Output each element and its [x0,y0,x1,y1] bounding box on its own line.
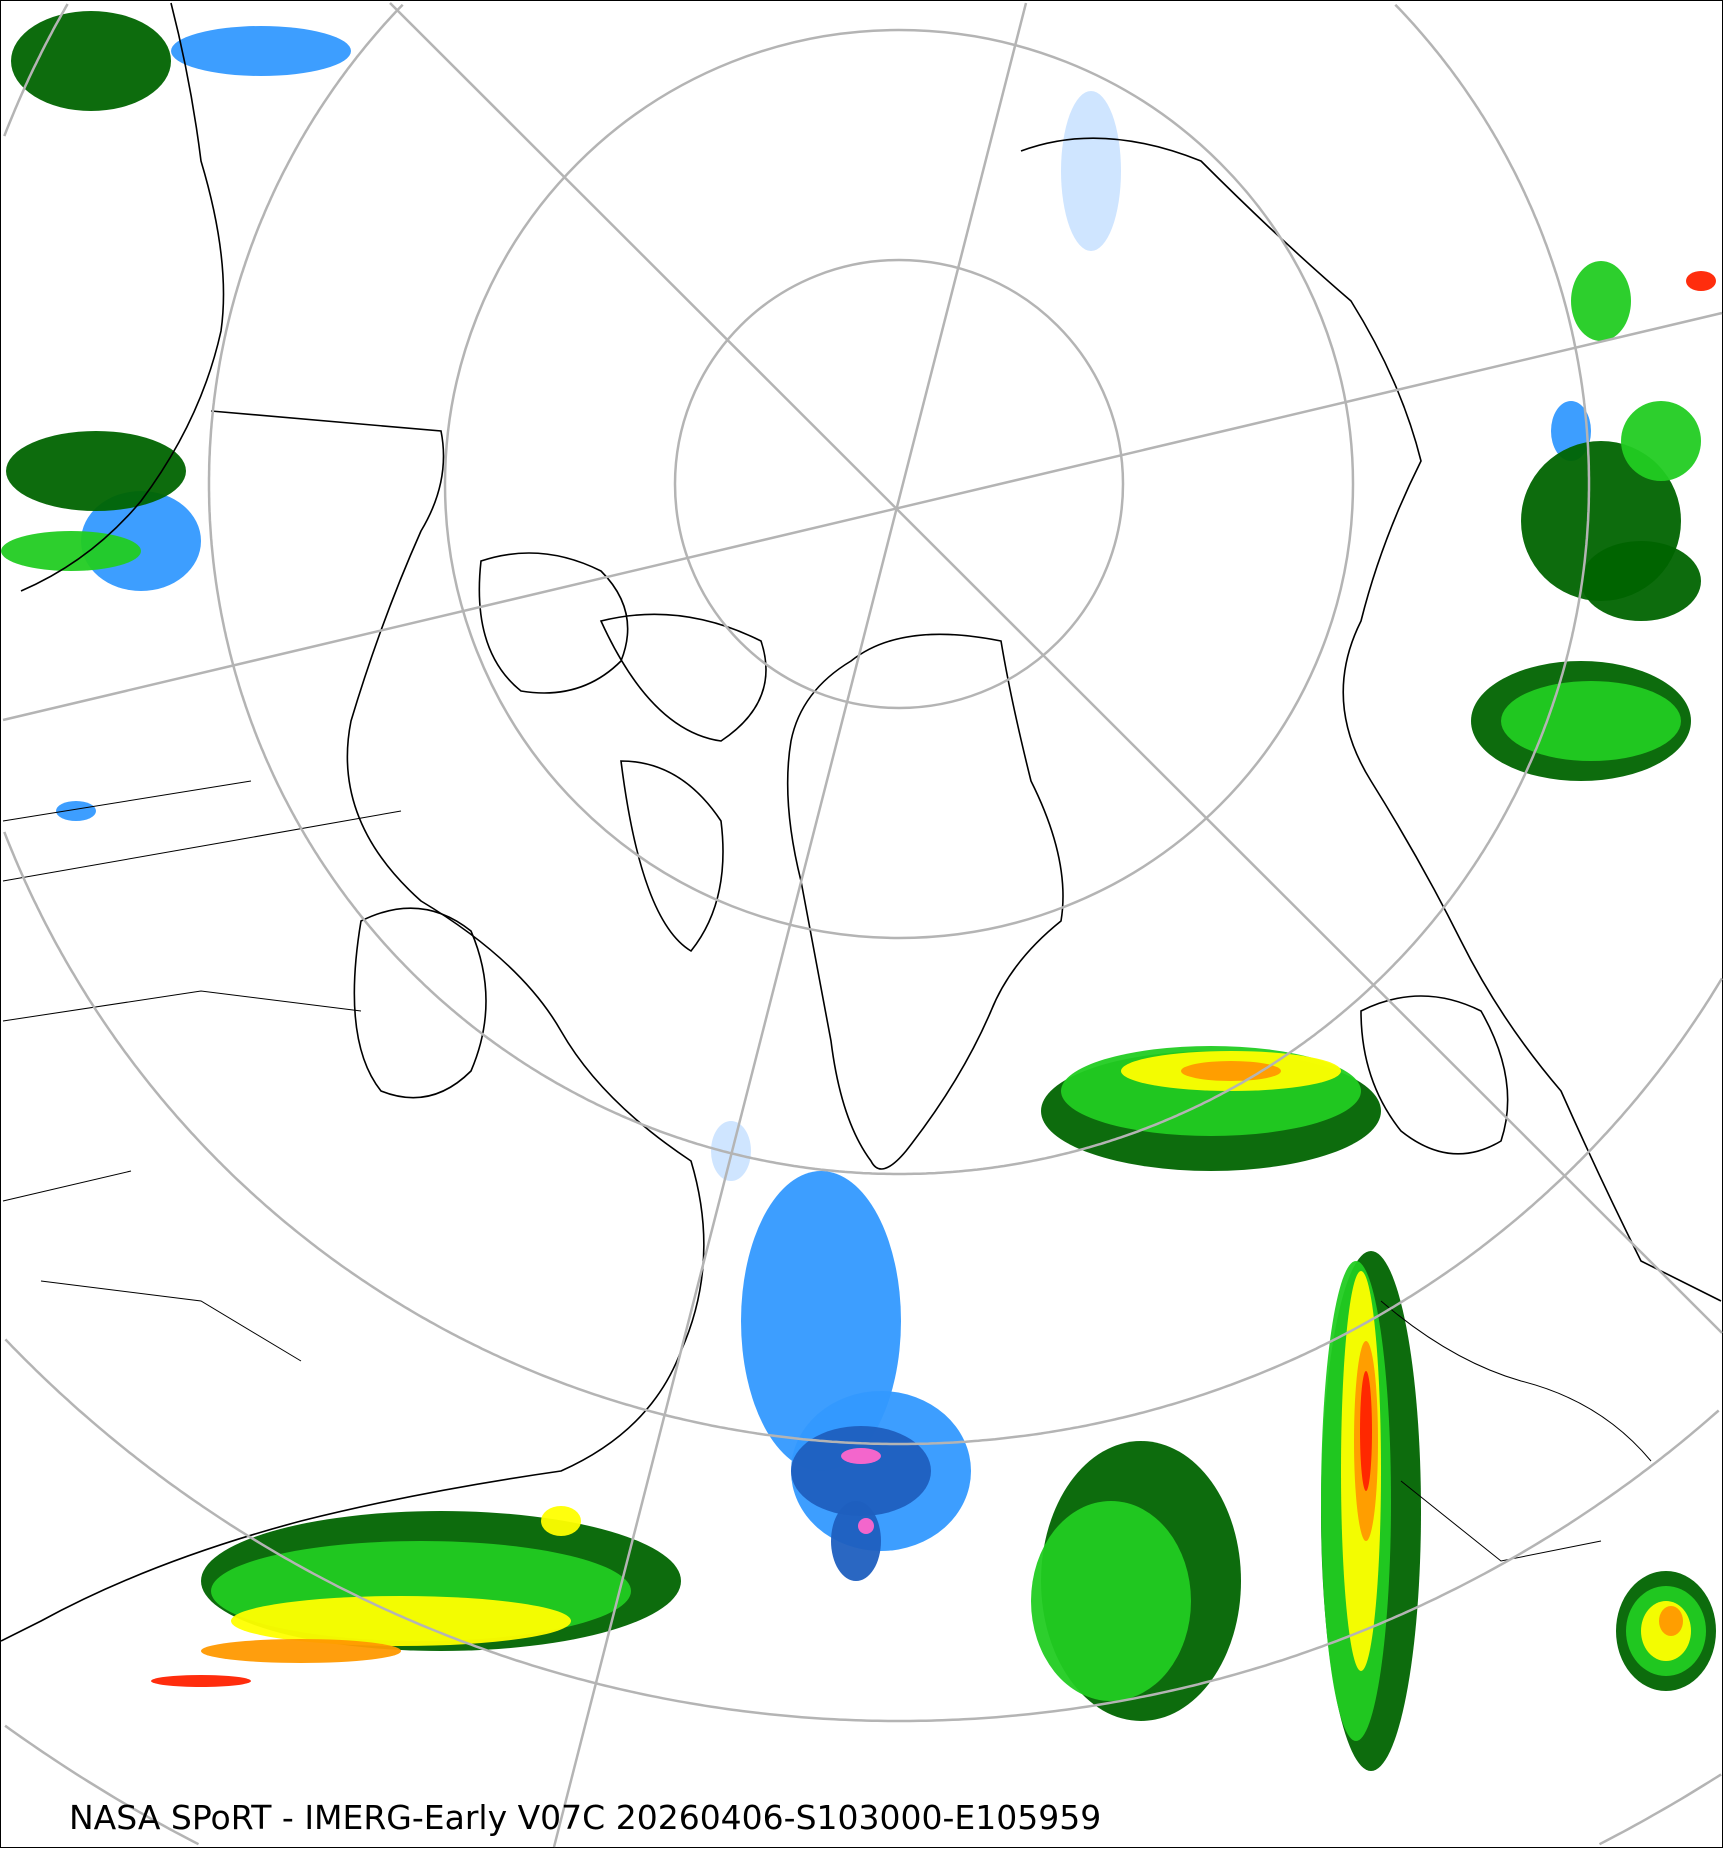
precip-area-dark-green [6,431,186,511]
eurasia-outline [1020,137,1722,1302]
precip-area-dark-blue [791,1426,931,1516]
hudson-bay-outline [353,907,487,1099]
latitude-circle [3,3,1723,1446]
us-state-borders [2,780,402,1362]
precip-area-green [1571,261,1631,341]
precip-area-yellow [541,1506,581,1536]
precip-area-green [1,531,141,571]
latitude-circle [207,3,1591,1176]
latitude-circle [673,258,1125,710]
latitude-circle [443,28,1355,940]
latitude-circle [4,1724,1722,1846]
precip-area-orange [1659,1606,1683,1636]
europe-borders [1380,1300,1652,1562]
precip-area-yellow [231,1596,571,1646]
latitude-circle [4,1338,1720,1723]
precip-area-red [1686,271,1716,291]
meridian-line [389,2,1723,1334]
precip-area-blue [171,26,351,76]
coastline-layer [1,2,1722,1642]
canadian-archipelago-outline [478,552,767,953]
map-caption: NASA SPoRT - IMERG-Early V07C 20260406-S… [69,1798,1102,1837]
precipitation-layer [1,11,1716,1771]
greenland-outline [786,633,1064,1170]
precip-area-blue [56,801,96,821]
north-america-outline [1,410,705,1642]
precip-area-light-blue [1061,91,1121,251]
scandinavia-outline [1360,995,1509,1155]
precip-area-red [151,1675,251,1687]
meridian-line [552,2,1028,1848]
precip-area-red [1360,1371,1372,1491]
precip-area-pink [841,1448,881,1464]
precip-area-green [1501,681,1681,761]
meridian-line [2,311,1723,722]
precip-area-pink [858,1518,874,1534]
precip-area-dark-green [1581,541,1701,621]
precip-area-orange [1181,1061,1281,1081]
precip-area-orange [201,1639,401,1663]
precip-area-green [1031,1501,1191,1701]
precip-area-dark-blue [831,1501,881,1581]
alaska-outline [20,2,225,592]
precip-area-green [1621,401,1701,481]
precip-area-dark-green [11,11,171,111]
